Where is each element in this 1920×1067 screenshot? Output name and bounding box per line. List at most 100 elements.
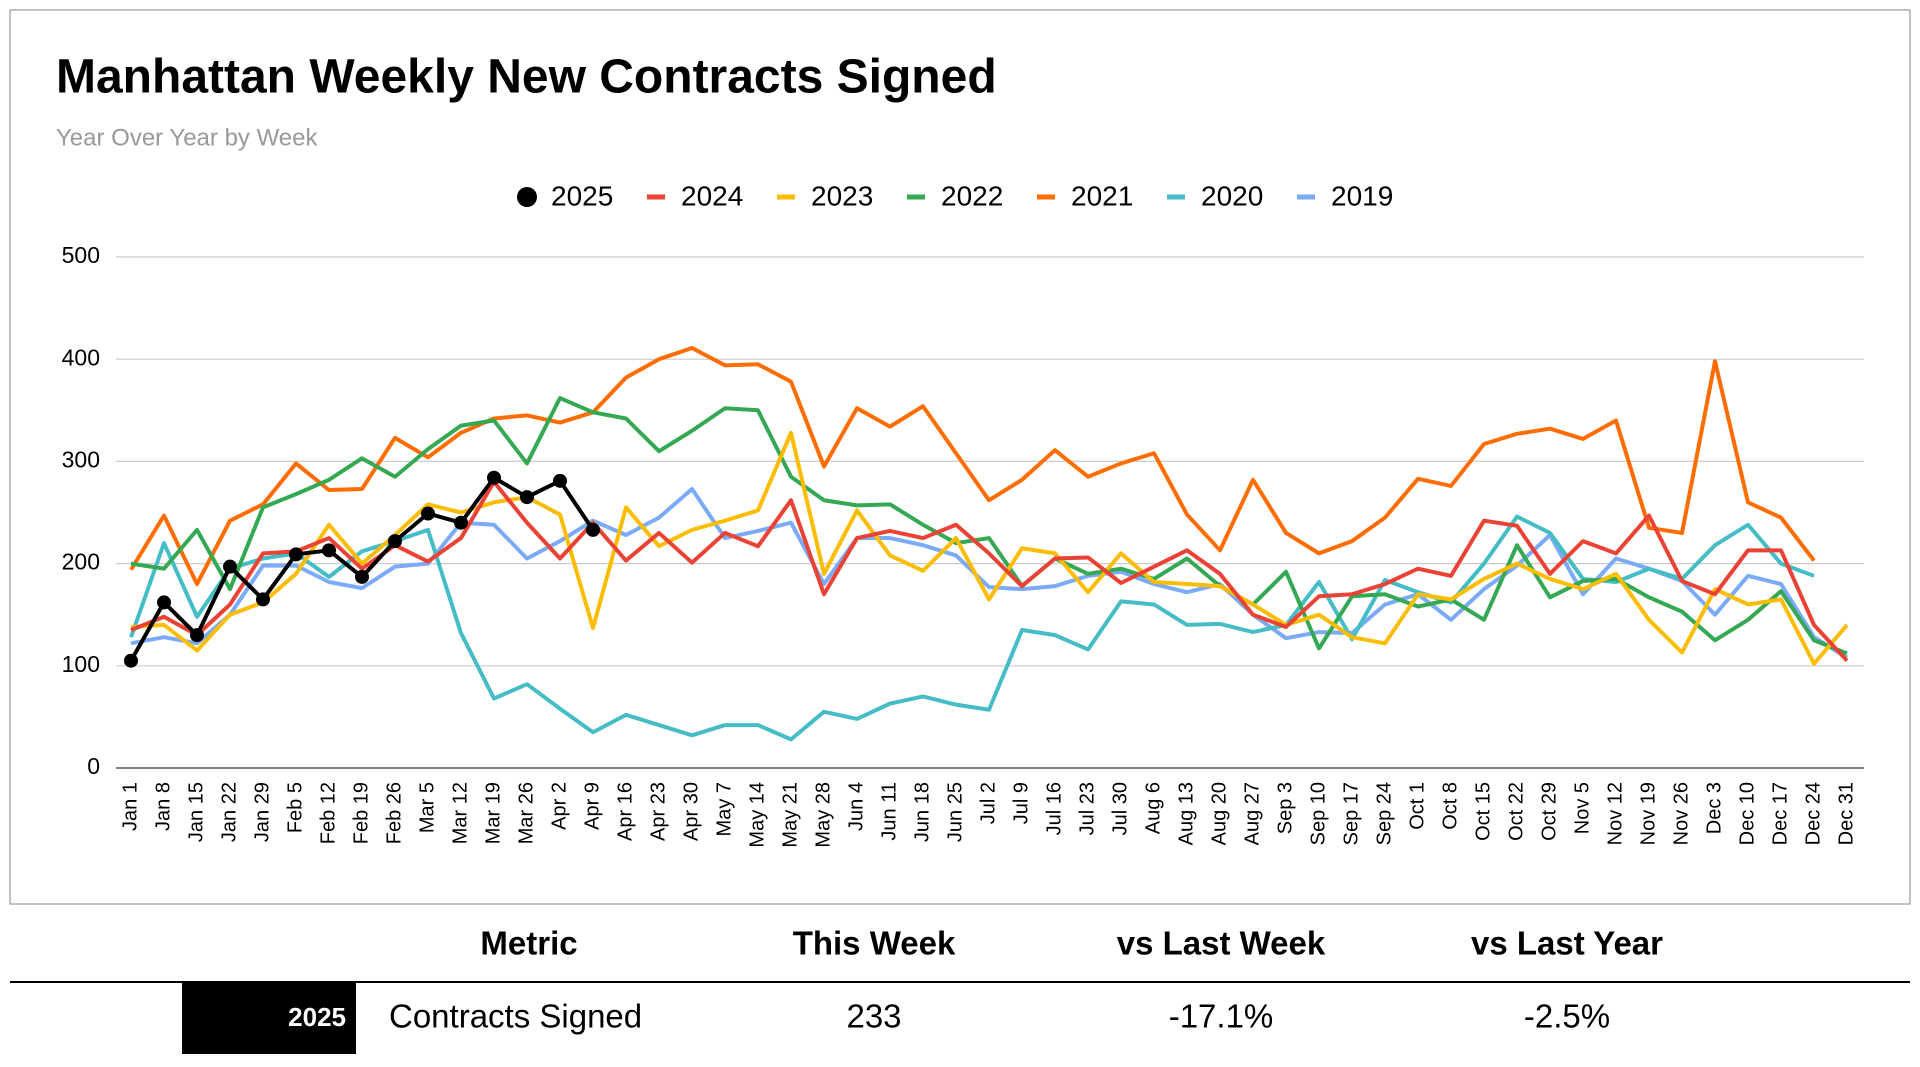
metric-cell: Contracts Signed [389, 998, 642, 1035]
value-cell: 233 [846, 998, 901, 1035]
x-tick-label: Aug 27 [1241, 782, 1263, 845]
x-tick-label: Jan 15 [185, 782, 207, 842]
x-tick-label: Oct 22 [1505, 782, 1527, 841]
x-tick-label: Jan 1 [119, 782, 141, 831]
series-line [130, 486, 1849, 660]
y-tick-label: 200 [62, 549, 100, 575]
x-tick-label: Oct 8 [1439, 782, 1461, 830]
x-tick-label: Mar 5 [416, 782, 438, 833]
x-tick-label: Jun 11 [878, 782, 900, 841]
data-point [124, 653, 138, 668]
x-tick-label: Nov 12 [1604, 782, 1626, 845]
legend-label: 2020 [1201, 180, 1263, 211]
x-tick-label: Mar 12 [449, 782, 471, 844]
x-tick-label: May 28 [812, 782, 834, 848]
x-tick-label: Feb 26 [383, 782, 405, 844]
x-tick-label: Jan 8 [152, 782, 174, 831]
series-line [130, 479, 1849, 663]
x-tick-label: Jan 29 [251, 782, 273, 842]
data-point [586, 522, 600, 537]
y-tick-label: 500 [62, 242, 100, 268]
data-point [157, 595, 171, 610]
legend-label: 2024 [681, 180, 743, 211]
x-tick-label: Jun 18 [911, 782, 933, 842]
x-tick-label: Apr 2 [548, 782, 570, 830]
x-tick-label: May 14 [746, 782, 768, 848]
x-tick-label: Sep 17 [1340, 782, 1362, 845]
x-tick-label: Feb 12 [317, 782, 339, 844]
x-tick-label: Dec 17 [1769, 782, 1791, 845]
x-tick-label: Dec 31 [1835, 782, 1857, 845]
legend-marker [517, 187, 537, 207]
data-point [190, 628, 204, 643]
x-tick-label: Apr 23 [647, 782, 669, 841]
x-tick-label: Apr 30 [680, 782, 702, 841]
y-tick-label: 0 [87, 753, 100, 779]
x-tick-label: Sep 24 [1373, 782, 1395, 845]
x-tick-label: May 21 [779, 782, 801, 848]
x-tick-label: Aug 13 [1175, 782, 1197, 845]
data-point [223, 559, 237, 574]
y-tick-label: 100 [62, 651, 100, 677]
data-point [322, 543, 336, 558]
x-tick-label: Oct 15 [1472, 782, 1494, 841]
x-tick-label: Nov 19 [1637, 782, 1659, 845]
x-tick-label: Jun 4 [845, 782, 867, 831]
y-tick-label: 400 [62, 344, 100, 370]
x-tick-label: Apr 16 [614, 782, 636, 841]
x-tick-label: Dec 10 [1736, 782, 1758, 845]
x-tick-label: Jun 25 [944, 782, 966, 842]
legend-label: 2025 [551, 180, 613, 211]
y-tick-label: 300 [62, 446, 100, 472]
legend-label: 2021 [1071, 180, 1133, 211]
series-line [130, 396, 1848, 656]
data-point [454, 515, 468, 530]
x-tick-label: Dec 24 [1802, 782, 1824, 845]
table-header: This Week [793, 925, 956, 962]
series-line [129, 514, 1815, 742]
x-tick-label: Jul 16 [1043, 782, 1065, 835]
data-point [487, 470, 501, 485]
value-cell: -17.1% [1169, 998, 1274, 1035]
x-tick-label: Aug 20 [1208, 782, 1230, 845]
x-tick-label: Jan 22 [218, 782, 240, 842]
table-header: Metric [480, 925, 577, 962]
legend-label: 2022 [941, 180, 1003, 211]
x-tick-label: Nov 5 [1571, 782, 1593, 834]
x-tick-label: Mar 19 [482, 782, 504, 844]
legend-label: 2019 [1331, 180, 1393, 211]
x-tick-label: Dec 3 [1703, 782, 1725, 834]
x-tick-label: Jul 9 [1010, 782, 1032, 824]
year-cell [182, 982, 356, 1054]
x-tick-label: Sep 3 [1274, 782, 1296, 834]
x-tick-label: Sep 10 [1307, 782, 1329, 845]
series-line [129, 345, 1816, 587]
x-tick-label: Jul 2 [977, 782, 999, 824]
x-tick-label: Feb 19 [350, 782, 372, 844]
data-point [520, 490, 534, 505]
data-point [388, 534, 402, 549]
year-label: 2025 [288, 1002, 346, 1032]
table-header: vs Last Week [1117, 925, 1326, 962]
data-point [421, 506, 435, 521]
x-tick-label: Jul 30 [1109, 782, 1131, 835]
data-point [553, 473, 567, 488]
data-point [355, 569, 369, 584]
chart-title: Manhattan Weekly New Contracts Signed [56, 51, 997, 104]
x-tick-label: Oct 1 [1406, 782, 1428, 830]
x-tick-label: Aug 6 [1142, 782, 1164, 834]
x-tick-label: Apr 9 [581, 782, 603, 830]
data-point [256, 592, 270, 607]
x-tick-label: Feb 5 [284, 782, 306, 833]
x-tick-label: Jul 23 [1076, 782, 1098, 835]
table-header: vs Last Year [1471, 925, 1663, 962]
x-tick-label: Mar 26 [515, 782, 537, 844]
x-tick-label: Oct 29 [1538, 782, 1560, 841]
value-cell: -2.5% [1524, 998, 1610, 1035]
legend-label: 2023 [811, 180, 873, 211]
x-tick-label: May 7 [713, 782, 735, 836]
series-line [130, 430, 1849, 666]
data-point [289, 547, 303, 562]
